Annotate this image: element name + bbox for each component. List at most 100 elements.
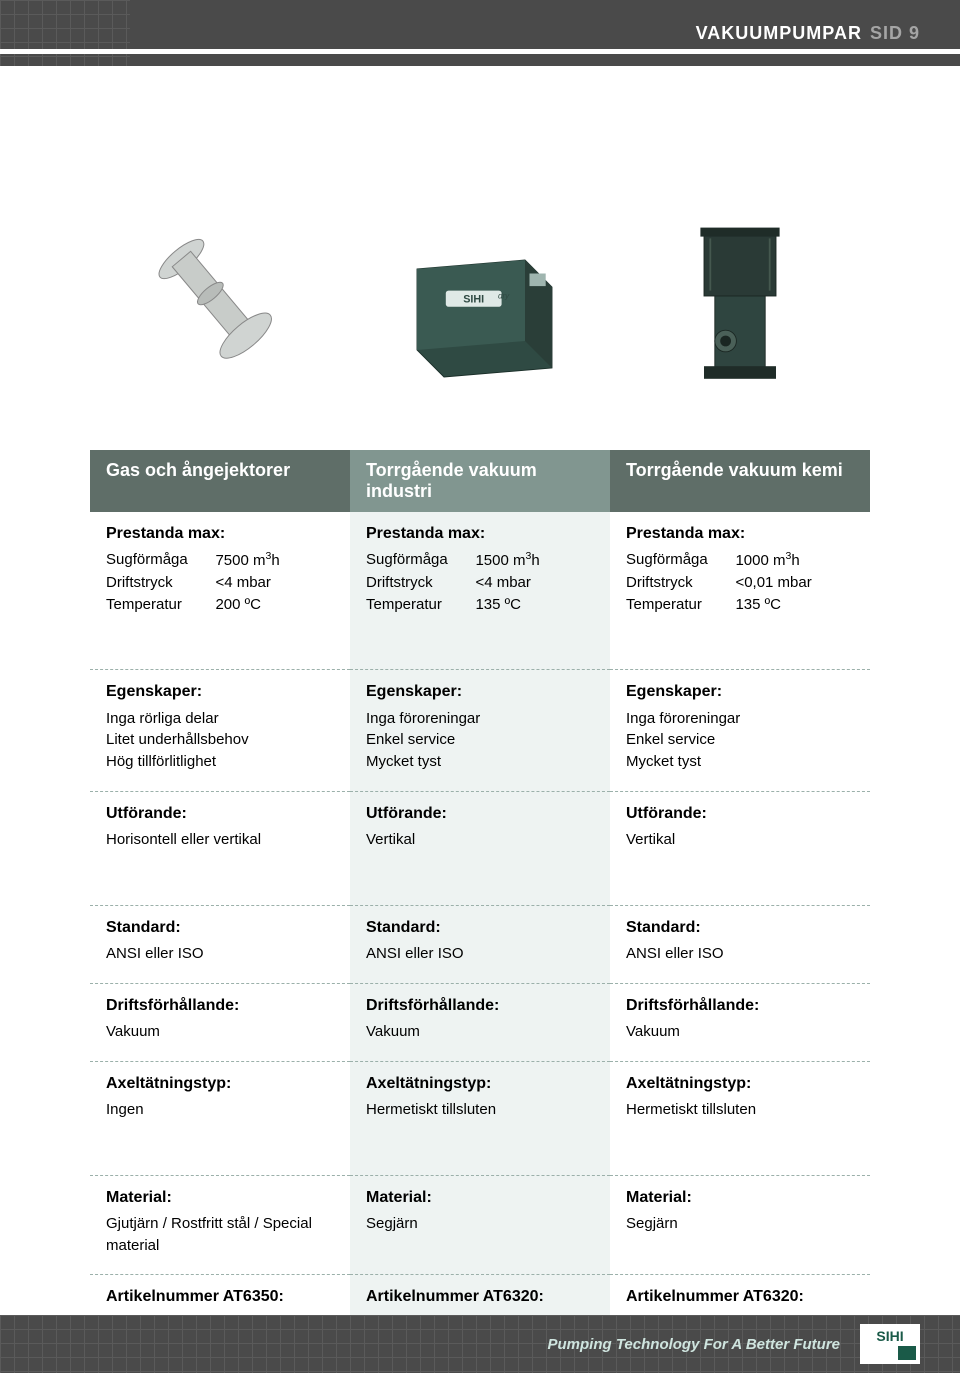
spec-table: Gas och ångejektorer Torrgående vakuum i… xyxy=(90,450,870,1352)
spec-key: Temperatur xyxy=(366,594,475,616)
spec-val: 1000 m3h xyxy=(735,549,854,572)
axel-row: Axeltätningstyp: Ingen Axeltätningstyp: … xyxy=(90,1062,870,1139)
axel-value: Ingen xyxy=(106,1099,334,1121)
egenskaper-label: Egenskaper: xyxy=(366,680,594,703)
utforande-value: Horisontell eller vertikal xyxy=(106,829,334,851)
drifts-label: Driftsförhållande: xyxy=(366,994,594,1017)
utforande-row: Utförande: Horisontell eller vertikal Ut… xyxy=(90,792,870,869)
egenskaper-label: Egenskaper: xyxy=(106,680,334,703)
utforande-label: Utförande: xyxy=(626,802,854,825)
spec-val: 135 ºC xyxy=(475,594,594,616)
egenskaper-item: Hög tillförlitlighet xyxy=(106,751,334,773)
axel-cell-3: Axeltätningstyp: Hermetiskt tillsluten xyxy=(610,1062,870,1139)
prestanda-label: Prestanda max: xyxy=(106,522,334,545)
material-label: Material: xyxy=(106,1186,334,1209)
material-value: Segjärn xyxy=(366,1213,594,1235)
col-title-2: Torrgående vakuum industri xyxy=(350,450,610,512)
drifts-row: Driftsförhållande: Vakuum Driftsförhålla… xyxy=(90,984,870,1061)
spec-key: Sugförmåga xyxy=(106,549,215,572)
standard-label: Standard: xyxy=(366,916,594,939)
prestanda-row: Prestanda max: Sugförmåga7500 m3h Drifts… xyxy=(90,512,870,633)
standard-cell-2: Standard: ANSI eller ISO xyxy=(350,906,610,983)
standard-label: Standard: xyxy=(106,916,334,939)
spec-key: Driftstryck xyxy=(366,572,475,594)
header-grid-pattern xyxy=(0,0,130,66)
material-label: Material: xyxy=(366,1186,594,1209)
material-cell-3: Material: Segjärn xyxy=(610,1176,870,1275)
spec-key: Temperatur xyxy=(626,594,735,616)
svg-text:dry: dry xyxy=(498,292,510,301)
page-header: VAKUUMPUMPAR SID 9 xyxy=(0,0,960,66)
utforande-label: Utförande: xyxy=(106,802,334,825)
egenskaper-item: Enkel service xyxy=(626,729,854,751)
drifts-value: Vakuum xyxy=(366,1021,594,1043)
standard-label: Standard: xyxy=(626,916,854,939)
prestanda-cell-3: Prestanda max: Sugförmåga1000 m3h Drifts… xyxy=(610,512,870,633)
axel-cell-1: Axeltätningstyp: Ingen xyxy=(90,1062,350,1139)
spec-val: 135 ºC xyxy=(735,594,854,616)
egenskaper-item: Mycket tyst xyxy=(626,751,854,773)
axel-cell-2: Axeltätningstyp: Hermetiskt tillsluten xyxy=(350,1062,610,1139)
axel-label: Axeltätningstyp: xyxy=(106,1072,334,1095)
prestanda-cell-1: Prestanda max: Sugförmåga7500 m3h Drifts… xyxy=(90,512,350,633)
spec-val: <0,01 mbar xyxy=(735,572,854,594)
egenskaper-item: Inga föroreningar xyxy=(366,708,594,730)
title-row: Gas och ångejektorer Torrgående vakuum i… xyxy=(90,450,870,512)
utforande-cell-2: Utförande: Vertikal xyxy=(350,792,610,869)
material-cell-1: Material: Gjutjärn / Rostfritt stål / Sp… xyxy=(90,1176,350,1275)
prestanda-label: Prestanda max: xyxy=(366,522,594,545)
drifts-cell-2: Driftsförhållande: Vakuum xyxy=(350,984,610,1061)
spec-key: Sugförmåga xyxy=(626,549,735,572)
axel-label: Axeltätningstyp: xyxy=(366,1072,594,1095)
material-label: Material: xyxy=(626,1186,854,1209)
footer-tagline: Pumping Technology For A Better Future xyxy=(548,1336,841,1353)
spec-key: Temperatur xyxy=(106,594,215,616)
col-title-1: Gas och ångejektorer xyxy=(90,450,350,512)
egenskaper-cell-2: Egenskaper: Inga föroreningar Enkel serv… xyxy=(350,670,610,790)
product-image-1 xyxy=(90,190,350,420)
material-cell-2: Material: Segjärn xyxy=(350,1176,610,1275)
drifts-cell-3: Driftsförhållande: Vakuum xyxy=(610,984,870,1061)
drifts-label: Driftsförhållande: xyxy=(106,994,334,1017)
egenskaper-item: Enkel service xyxy=(366,729,594,751)
material-row: Material: Gjutjärn / Rostfritt stål / Sp… xyxy=(90,1176,870,1275)
utforande-value: Vertikal xyxy=(626,829,854,851)
standard-value: ANSI eller ISO xyxy=(626,943,854,965)
logo-text: SIHI xyxy=(876,1328,903,1344)
egenskaper-cell-3: Egenskaper: Inga föroreningar Enkel serv… xyxy=(610,670,870,790)
header-stripe xyxy=(0,49,960,54)
svg-text:SIHI: SIHI xyxy=(463,293,484,305)
spec-val: 200 ºC xyxy=(215,594,334,616)
utforande-value: Vertikal xyxy=(366,829,594,851)
product-image-3 xyxy=(610,190,870,420)
prestanda-label: Prestanda max: xyxy=(626,522,854,545)
egenskaper-cell-1: Egenskaper: Inga rörliga delar Litet und… xyxy=(90,670,350,790)
product-image-2: SIHI dry xyxy=(350,190,610,420)
sihi-logo: SIHI xyxy=(860,1324,920,1364)
spec-key: Driftstryck xyxy=(626,572,735,594)
axel-value: Hermetiskt tillsluten xyxy=(366,1099,594,1121)
artikel-label: Artikelnummer AT6350: xyxy=(106,1285,334,1308)
egenskaper-row: Egenskaper: Inga rörliga delar Litet und… xyxy=(90,670,870,790)
standard-row: Standard: ANSI eller ISO Standard: ANSI … xyxy=(90,906,870,983)
prestanda-cell-2: Prestanda max: Sugförmåga1500 m3h Drifts… xyxy=(350,512,610,633)
spec-key: Driftstryck xyxy=(106,572,215,594)
drifts-value: Vakuum xyxy=(626,1021,854,1043)
dry-pump-box-illustration: SIHI dry xyxy=(390,215,570,395)
material-value: Gjutjärn / Rostfritt stål / Special mate… xyxy=(106,1213,334,1257)
vertical-pump-illustration xyxy=(650,215,830,395)
spec-val: <4 mbar xyxy=(475,572,594,594)
standard-value: ANSI eller ISO xyxy=(106,943,334,965)
utforande-label: Utförande: xyxy=(366,802,594,825)
header-title: VAKUUMPUMPAR SID 9 xyxy=(130,0,960,66)
standard-cell-1: Standard: ANSI eller ISO xyxy=(90,906,350,983)
category-label: VAKUUMPUMPAR xyxy=(696,23,862,44)
artikel-label: Artikelnummer AT6320: xyxy=(366,1285,594,1308)
egenskaper-item: Mycket tyst xyxy=(366,751,594,773)
egenskaper-item: Inga föroreningar xyxy=(626,708,854,730)
drifts-cell-1: Driftsförhållande: Vakuum xyxy=(90,984,350,1061)
drifts-value: Vakuum xyxy=(106,1021,334,1043)
spec-key: Sugförmåga xyxy=(366,549,475,572)
standard-value: ANSI eller ISO xyxy=(366,943,594,965)
egenskaper-label: Egenskaper: xyxy=(626,680,854,703)
